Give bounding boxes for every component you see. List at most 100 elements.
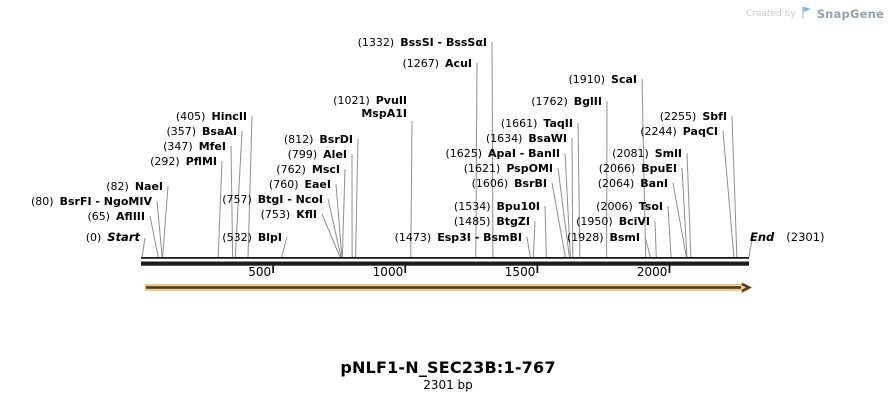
restriction-site-label[interactable]: (2006) TsoI — [596, 200, 663, 213]
site-connector-line — [247, 115, 253, 258]
restriction-site-label[interactable]: (292) PflMI — [150, 155, 217, 168]
site-position: (1928) — [566, 231, 604, 244]
restriction-site-label[interactable]: (1606) BsrBI — [472, 177, 547, 190]
site-connector-line — [681, 167, 688, 258]
site-position: (1762) — [531, 95, 568, 108]
site-connector-line — [731, 115, 738, 258]
enzyme-name: MscI — [311, 163, 340, 176]
restriction-site-label[interactable]: (1634) BsaWI — [486, 132, 567, 145]
restriction-site-label[interactable]: (1534) Bpu10I — [454, 200, 540, 213]
site-position: (2081) — [612, 147, 649, 160]
end-text: End — [750, 230, 775, 244]
site-position: (812) — [283, 133, 314, 146]
site-position: (1534) — [453, 200, 491, 213]
restriction-site-label[interactable]: (1485) BtgZI — [454, 215, 530, 228]
site-connector-line — [722, 130, 735, 258]
sequence-end-label[interactable]: End (2301) — [750, 231, 825, 244]
restriction-site-label[interactable]: (1762) BglII — [531, 95, 602, 108]
restriction-site-label[interactable]: (1625) ApaI - BanII — [445, 147, 560, 160]
restriction-site-label[interactable]: (532) BlpI — [222, 231, 282, 244]
enzyme-name: BsrBI — [514, 177, 547, 190]
site-position: (1473) — [394, 231, 432, 244]
restriction-site-label[interactable]: (65) AflIII — [87, 210, 145, 223]
enzyme-name: EaeI — [304, 178, 332, 191]
site-connector-line — [341, 168, 346, 258]
enzyme-name: ApaI - BanII — [488, 147, 560, 160]
end-position: (2301) — [786, 230, 825, 244]
sequence-start-label[interactable]: (0) Start — [86, 230, 140, 245]
end-connector-line — [748, 238, 753, 258]
restriction-site-label[interactable]: (1661) TaqII — [501, 117, 573, 130]
restriction-site-label[interactable]: (80) BsrFI - NgoMIV — [31, 195, 152, 208]
site-connector-line — [532, 220, 536, 258]
site-connector-line — [475, 62, 478, 258]
restriction-site-label[interactable]: (82) NaeI — [106, 180, 163, 193]
enzyme-name: ScaI — [611, 73, 637, 86]
restriction-site-label[interactable]: (753) KflI — [261, 208, 317, 221]
site-connector-line — [667, 205, 672, 258]
site-connector-line — [234, 130, 243, 258]
site-position: (1621) — [463, 162, 501, 175]
site-position: (2255) — [659, 110, 697, 123]
enzyme-name: BpuEI — [641, 162, 677, 175]
restriction-site-label[interactable]: (1332) BssSI - BssSαI — [358, 36, 487, 49]
site-connector-line — [672, 182, 687, 258]
restriction-site-label[interactable]: (1021) PvuII MspA1I — [333, 94, 407, 120]
enzyme-name: BsrDI — [319, 133, 353, 146]
restriction-site-label[interactable]: (2066) BpuEI — [599, 162, 677, 175]
site-position: (1606) — [471, 177, 509, 190]
enzyme-name: BsmI — [609, 231, 641, 244]
snapgene-logo-icon — [801, 4, 812, 23]
site-connector-line — [230, 145, 234, 258]
site-position: (357) — [166, 125, 197, 138]
restriction-site-label[interactable]: (2064) BanI — [598, 177, 668, 190]
site-connector-line — [557, 167, 570, 258]
restriction-site-label[interactable]: (2081) SmlI — [612, 147, 682, 160]
site-position: (405) — [175, 110, 206, 123]
restriction-site-label[interactable]: (762) MscI — [276, 163, 340, 176]
restriction-site-label[interactable]: (357) BsaAI — [166, 125, 237, 138]
site-position: (1021) — [333, 94, 370, 107]
restriction-site-label[interactable]: (405) HincII — [176, 110, 247, 123]
enzyme-name: BglII — [573, 95, 602, 108]
site-connector-line — [564, 152, 571, 258]
site-position: (760) — [268, 178, 299, 191]
site-connector-line — [217, 160, 223, 258]
snapgene-watermark: Created by SnapGene — [746, 4, 884, 23]
site-position: (1267) — [402, 57, 440, 70]
restriction-site-label[interactable]: (2255) SbfI — [660, 110, 727, 123]
restriction-site-label[interactable]: (1621) PspOMI — [464, 162, 553, 175]
site-position: (80) — [31, 195, 54, 208]
restriction-site-label[interactable]: (812) BsrDI — [284, 133, 353, 146]
start-text: Start — [107, 230, 140, 244]
restriction-site-label[interactable]: (757) BtgI - NcoI — [222, 193, 323, 206]
enzyme-name: BtgI - NcoI — [257, 193, 323, 206]
construct-length: 2301 bp — [423, 378, 473, 392]
site-position: (1634) — [485, 132, 523, 145]
enzyme-name: PaqCI — [682, 125, 718, 138]
site-connector-line — [156, 200, 163, 258]
enzyme-name: PvuII — [375, 94, 407, 107]
restriction-site-label[interactable]: (2244) PaqCI — [640, 125, 718, 138]
feature-arrow-core — [146, 286, 741, 289]
enzyme-name: BssSI - BssSαI — [400, 36, 487, 49]
site-position: (1950) — [576, 215, 613, 228]
ruler-number: 500 — [248, 265, 272, 279]
site-connector-line — [526, 236, 531, 258]
site-connector-line — [149, 215, 159, 258]
feature-arrowhead-core — [741, 282, 752, 293]
map-title-block: pNLF1-N_SEC23B:1-767 2301 bp — [0, 358, 896, 392]
restriction-site-label[interactable]: (1910) ScaI — [568, 73, 637, 86]
site-connector-line — [544, 205, 547, 258]
restriction-site-label[interactable]: (1473) Esp3I - BsmBI — [395, 231, 522, 244]
restriction-site-label[interactable]: (1267) AcuI — [402, 57, 472, 70]
enzyme-name: PflMI — [185, 155, 217, 168]
restriction-site-label[interactable]: (1928) BsmI — [567, 231, 640, 244]
sequence-bar — [141, 261, 749, 266]
restriction-site-label[interactable]: (347) MfeI — [163, 140, 226, 153]
restriction-site-label[interactable]: (1950) BciVI — [576, 215, 650, 228]
restriction-site-label[interactable]: (760) EaeI — [269, 178, 331, 191]
site-position: (753) — [260, 208, 291, 221]
site-position: (757) — [222, 193, 252, 206]
restriction-site-label[interactable]: (799) AleI — [288, 148, 347, 161]
